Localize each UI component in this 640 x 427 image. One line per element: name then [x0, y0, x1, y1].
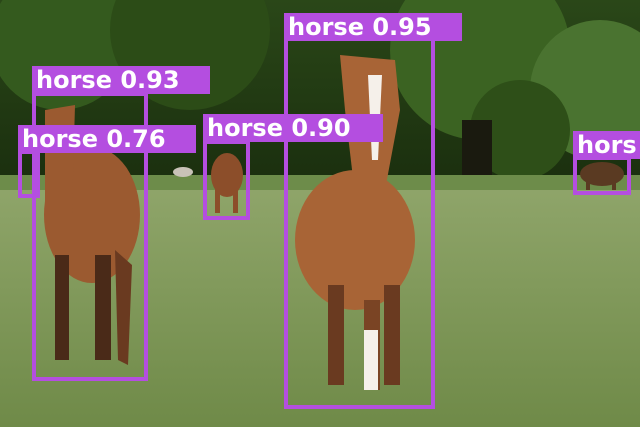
detection-box-horse-far-center [203, 140, 250, 220]
detection-box-horse-far-right [573, 156, 631, 195]
horse-far-center [211, 153, 243, 213]
detection-box-horse-main [284, 35, 435, 409]
detection-label-horse-far-center: horse 0.90 [203, 114, 383, 142]
detection-label-horse-main: horse 0.95 [284, 13, 462, 41]
detection-label-horse-partial-left: horse 0.76 [18, 125, 196, 153]
detection-label-horse-far-right: hors [573, 131, 640, 159]
detection-box-horse-partial-left [18, 150, 40, 198]
horse-far-right [580, 162, 624, 190]
detection-label-horse-left: horse 0.93 [32, 66, 210, 94]
detection-box-horse-left [32, 92, 148, 381]
